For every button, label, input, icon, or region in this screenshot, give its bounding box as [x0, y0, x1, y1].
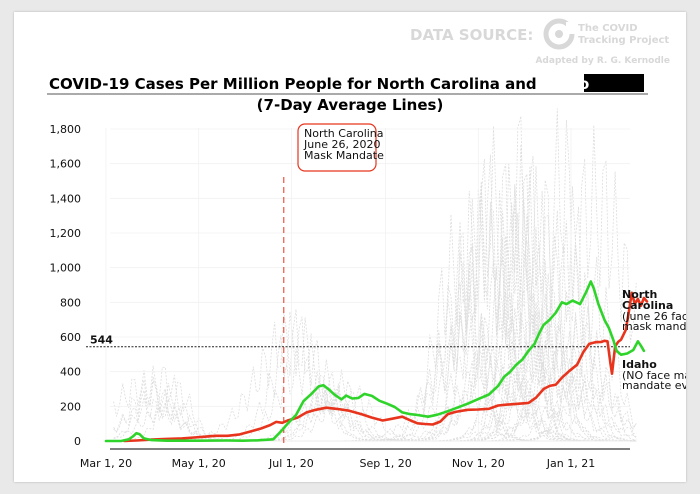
background-state-line: [113, 365, 637, 442]
y-tick-label: 600: [60, 331, 81, 344]
chart-frame: DATA SOURCE: The COVID Tracking Project …: [14, 12, 686, 482]
y-tick-label: 1,800: [50, 123, 82, 136]
background-state-line: [113, 199, 637, 442]
north-carolina-line: [122, 291, 649, 443]
source-name-line1: The COVID: [578, 23, 638, 34]
source-label: DATA SOURCE:: [410, 26, 533, 44]
chart-title: COVID-19 Cases Per Million People for No…: [49, 75, 589, 93]
background-state-line: [113, 342, 637, 442]
x-tick-label: Nov 1, 20: [452, 457, 505, 470]
idaho-label-line: Idaho: [622, 358, 657, 371]
x-tick-label: Mar 1, 20: [80, 457, 132, 470]
nc-label-line: North: [622, 288, 657, 301]
background-state-line: [113, 166, 637, 442]
mandate-callout-line: June 26, 2020: [303, 138, 380, 151]
background-state-line: [113, 347, 637, 442]
background-state-line: [113, 256, 637, 442]
y-tick-label: 800: [60, 296, 81, 309]
x-tick-label: Sep 1, 20: [359, 457, 411, 470]
background-state-line: [113, 154, 637, 442]
source-name-line2: Tracking Project: [578, 35, 669, 46]
axes: 0 200 400 600 800 1,000 1,200 1,400 1,600 1,800 Ma…: [50, 123, 630, 470]
title-highlight-box: [584, 74, 644, 92]
chart-title-main: COVID-19 Cases Per Million People for No…: [49, 75, 537, 93]
y-tick-label: 400: [60, 366, 81, 379]
chart: DATA SOURCE: The COVID Tracking Project …: [47, 18, 686, 470]
y-tick-label: 1,200: [50, 227, 82, 240]
y-tick-label: 0: [74, 435, 81, 448]
nc-label-line: Carolina: [622, 299, 673, 312]
y-tick-label: 1,400: [50, 192, 82, 205]
covid-tracking-logo-icon: [543, 18, 576, 50]
x-tick-label: May 1, 20: [172, 457, 226, 470]
mandate-callout-line: North Carolina: [304, 127, 384, 140]
background-state-line: [113, 313, 637, 442]
mandate-callout-box: [297, 123, 377, 172]
chart-subtitle: (7-Day Average Lines): [257, 96, 444, 114]
background-state-line: [113, 317, 637, 442]
y-tick-label: 1,600: [50, 158, 82, 171]
x-tick-label: Jul 1, 20: [268, 457, 314, 470]
credit: Adapted by R. G. Kernodle: [535, 56, 670, 66]
y-tick-label: 1,000: [50, 262, 82, 275]
background-state-line: [113, 212, 637, 442]
mandate-callout-line: Mask Mandate: [304, 149, 384, 162]
idaho-note-line: (NO face mask: [622, 369, 686, 382]
background-state-line: [113, 108, 637, 442]
nc-note-line: mask mandate): [622, 320, 686, 333]
x-tick-label: Jan 1, 21: [546, 457, 595, 470]
y-tick-label: 200: [60, 400, 81, 413]
reference-line-label: 544: [90, 334, 113, 347]
background-state-line: [113, 374, 637, 442]
background-state-line: [113, 214, 637, 442]
nc-note-line: (June 26 face: [622, 310, 686, 323]
idaho-note-line: mandate ever): [622, 379, 686, 392]
chart-title-highlight: Idaho: [542, 75, 589, 93]
idaho-line: [104, 280, 646, 443]
